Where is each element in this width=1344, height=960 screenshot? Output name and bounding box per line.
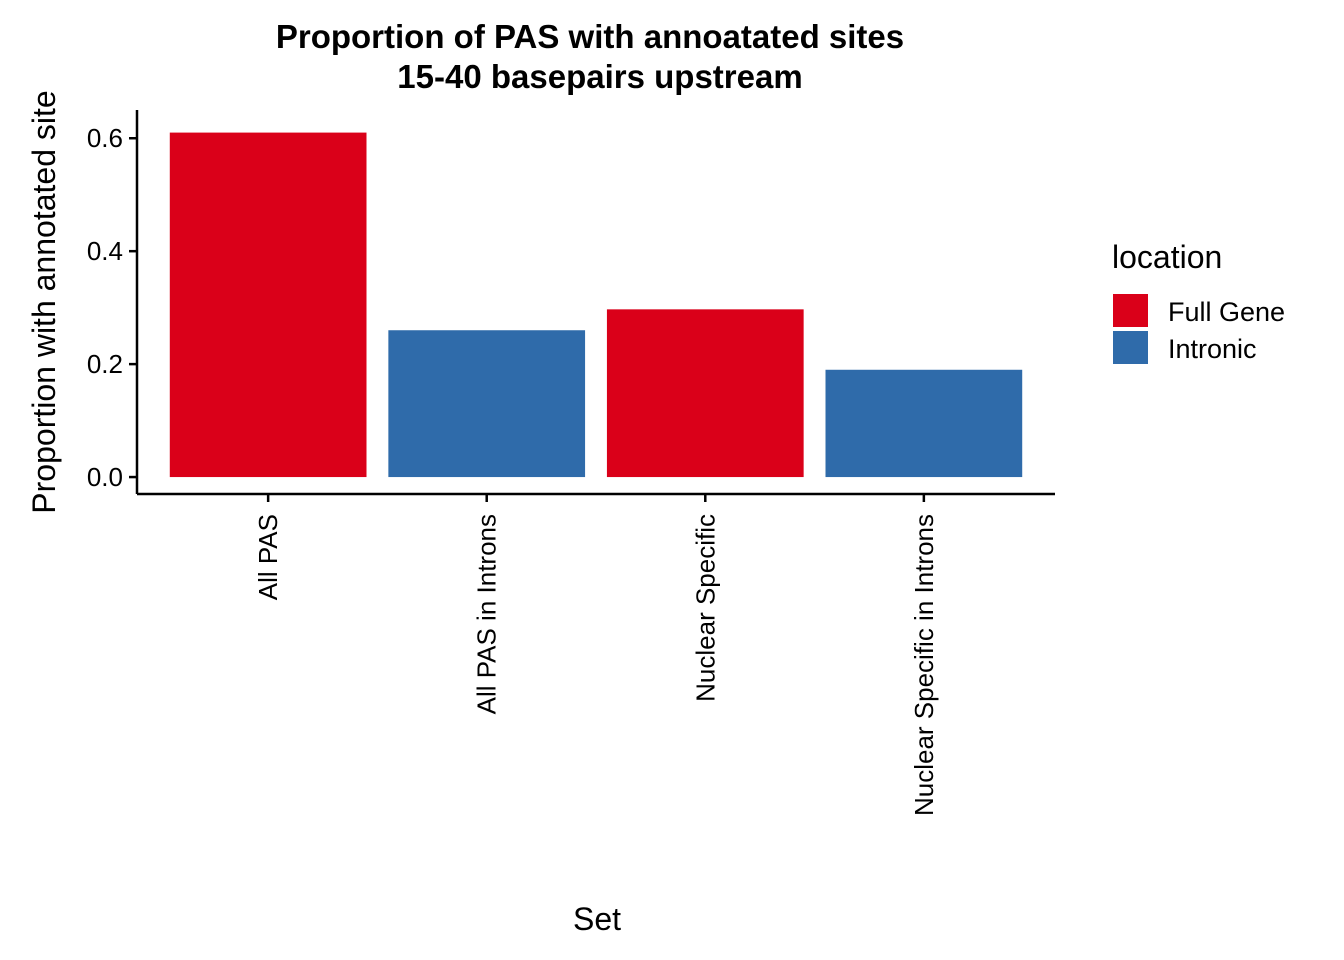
y-axis-title: Proportion with annotated site [26,90,62,513]
x-tick-label: Nuclear Specific [690,514,720,702]
y-tick-label: 0.6 [87,123,123,153]
bar-all-pas-in-introns [388,330,586,478]
x-tick-label: All PAS [253,514,283,600]
y-tick-label: 0.0 [87,462,123,492]
legend-label: Full Gene [1168,297,1285,327]
legend: location Full Gene Intronic [1112,239,1285,364]
bars [169,132,1023,478]
x-tick-label: Nuclear Specific in Introns [909,514,939,816]
y-tick-label: 0.4 [87,236,123,266]
x-axis-title: Set [573,901,621,937]
x-axis: All PAS All PAS in Introns Nuclear Specifi… [137,492,1055,816]
bar-nuclear-specific [606,309,804,478]
legend-title: location [1112,239,1222,275]
chart-title: Proportion of PAS with annoatated sites [276,18,904,55]
y-tick-label: 0.2 [87,349,123,379]
x-tick-label: All PAS in Introns [472,514,502,714]
legend-swatch [1113,294,1148,327]
legend-label: Intronic [1168,334,1257,364]
legend-swatch [1113,331,1148,364]
chart-subtitle: 15-40 basepairs upstream [397,58,802,95]
y-axis: 0.0 0.2 0.4 0.6 [87,110,139,494]
bar-nuclear-specific-in-introns [825,369,1023,478]
bar-all-pas [169,132,367,478]
